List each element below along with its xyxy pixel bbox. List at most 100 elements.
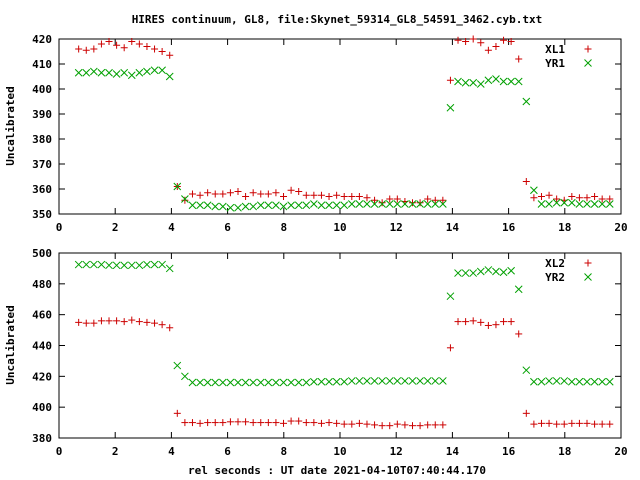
point-yr2 [173,361,182,370]
point-yr2 [272,378,280,387]
point-xl2 [575,419,583,427]
point-yr1-d2 [310,200,318,208]
bottom-y-tick-label: 380 [32,432,52,445]
point-xl2 [120,318,128,326]
point-yr2 [188,378,197,387]
point-xl1 [219,190,227,198]
point-yr2 [484,266,493,274]
point-yr2 [575,377,584,386]
point-yr2 [211,378,220,387]
point-yr2 [385,377,394,385]
point-yr2-d2 [340,377,349,386]
point-yr1-d2 [560,198,569,207]
point-xl1 [226,189,234,197]
point-yr1-d2 [226,203,235,212]
point-yr2 [507,266,515,275]
point-yr1-d2 [165,72,174,81]
legend-marker-yr1 [584,59,592,67]
top-x-tick-label: 4 [168,221,175,234]
point-yr1-d2 [211,202,220,211]
top-y-tick-label: 370 [32,158,52,171]
point-yr2 [287,378,295,387]
point-yr2 [317,377,326,386]
point-xl1 [484,46,492,54]
point-yr1-d2 [249,202,258,211]
point-yr2 [492,267,500,276]
top-y-ticks: 350 360 370 380 390 400 410 420 [32,33,621,221]
point-yr2-d2 [211,378,220,387]
point-xl1 [75,45,83,53]
point-yr2-d2 [530,377,538,386]
point-xl2 [181,419,189,427]
point-yr2 [196,378,204,387]
bottom-plot-frame [58,252,622,439]
point-yr1 [461,78,470,87]
point-xl1 [408,199,416,207]
point-yr2 [605,377,614,386]
point-yr1-d2 [82,68,91,77]
point-xl1 [181,196,189,204]
point-xl2 [515,330,523,338]
point-xl2 [408,422,416,430]
point-yr2 [165,264,174,273]
point-yr1 [105,68,113,77]
point-yr2 [74,260,83,269]
point-yr2 [355,377,364,385]
point-xl2 [82,319,90,327]
point-yr1 [514,77,523,86]
point-yr2-d2 [355,377,364,385]
point-xl1 [151,45,159,53]
point-xl1 [90,45,98,53]
point-xl1 [196,191,204,199]
top-x-tick-label: 6 [224,221,231,234]
point-yr1 [249,202,258,211]
point-xl2 [249,419,257,427]
point-xl2 [530,420,538,428]
top-y-tick-label: 400 [32,83,52,96]
point-xl1 [537,193,545,200]
point-yr2 [347,377,356,385]
point-yr2 [583,377,591,386]
point-yr1-d2 [598,200,607,208]
point-xl2 [325,419,333,427]
point-yr1-d2 [120,68,129,77]
top-x-tick-label: 20 [614,221,627,234]
point-yr2-d2 [567,377,576,386]
point-xl2 [591,420,599,428]
point-yr1 [150,66,159,75]
point-yr2-d2 [82,260,91,269]
point-yr2 [241,378,250,387]
top-data-marks [74,35,614,212]
point-yr1-d2 [522,97,531,106]
top-y-tick-label: 420 [32,33,52,46]
point-yr1 [537,200,546,208]
point-yr1-d2 [272,201,280,210]
point-yr2 [264,378,273,387]
point-yr1-d2 [605,200,614,208]
legend-symbol-yr2 [584,273,592,281]
point-xl2 [363,420,371,428]
point-xl1 [462,38,470,45]
bottom-x-tick-label: 2 [112,445,119,458]
point-yr1 [241,202,250,211]
point-yr2-d2 [583,377,591,386]
point-yr2-d2 [181,372,189,381]
point-yr1-d2 [256,201,265,210]
point-xl2 [135,318,143,326]
point-yr1-d2 [143,67,151,76]
top-x-tick-label: 12 [390,221,403,234]
point-xl1 [348,193,356,200]
bottom-x-tick-label: 0 [56,445,63,458]
point-xl2 [242,418,250,426]
point-xl1 [378,199,386,207]
point-yr1-d2 [287,201,295,210]
point-xl1 [272,189,280,197]
point-xl2 [378,422,386,430]
point-yr1-d2 [492,75,500,83]
legend-marker-yr2 [584,273,592,281]
top-y-tick-label: 360 [32,183,52,196]
bottom-y-axis-label: Uncalibrated [4,305,17,384]
bottom-y-tick-label: 500 [32,247,52,260]
point-yr1-d2 [135,68,144,77]
point-yr1-d2 [446,103,455,112]
